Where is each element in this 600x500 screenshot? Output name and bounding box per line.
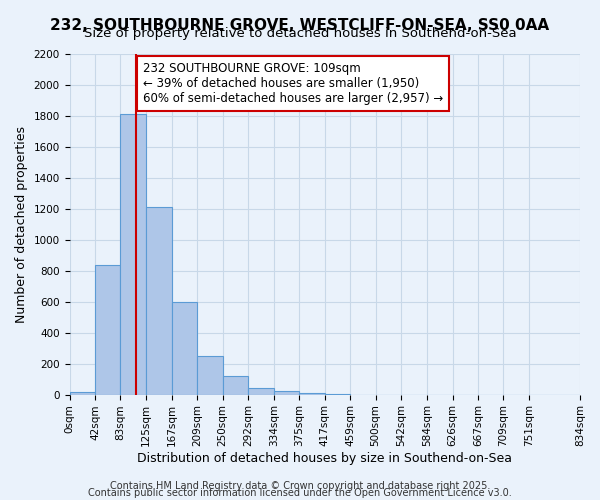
Text: Contains HM Land Registry data © Crown copyright and database right 2025.: Contains HM Land Registry data © Crown c…: [110, 481, 490, 491]
Y-axis label: Number of detached properties: Number of detached properties: [15, 126, 28, 323]
X-axis label: Distribution of detached houses by size in Southend-on-Sea: Distribution of detached houses by size …: [137, 452, 512, 465]
Text: Size of property relative to detached houses in Southend-on-Sea: Size of property relative to detached ho…: [83, 28, 517, 40]
Text: 232 SOUTHBOURNE GROVE: 109sqm
← 39% of detached houses are smaller (1,950)
60% o: 232 SOUTHBOURNE GROVE: 109sqm ← 39% of d…: [143, 62, 443, 104]
Text: 232, SOUTHBOURNE GROVE, WESTCLIFF-ON-SEA, SS0 0AA: 232, SOUTHBOURNE GROVE, WESTCLIFF-ON-SEA…: [50, 18, 550, 32]
Text: Contains public sector information licensed under the Open Government Licence v3: Contains public sector information licen…: [88, 488, 512, 498]
Bar: [172, 302, 197, 394]
Bar: [121, 114, 146, 394]
Bar: [95, 264, 121, 394]
Bar: [70, 392, 95, 394]
Bar: [299, 393, 325, 394]
Bar: [223, 376, 248, 394]
Bar: [274, 390, 299, 394]
Bar: [248, 388, 274, 394]
Bar: [146, 208, 172, 394]
Bar: [197, 356, 223, 395]
